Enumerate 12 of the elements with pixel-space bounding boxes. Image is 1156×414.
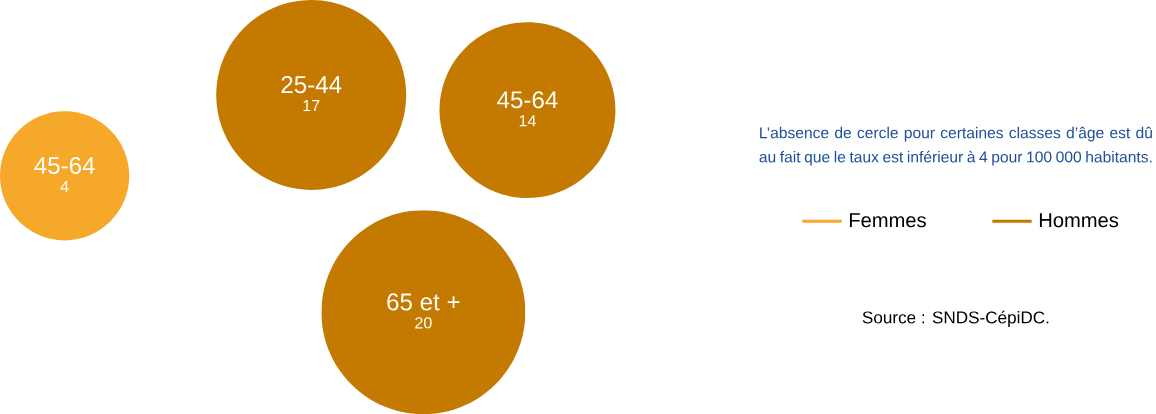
source-note: Source : SNDS-CépiDC. [862,310,1049,327]
data-label: 20 [415,317,432,329]
category-label: 45-64 [34,156,95,174]
category-label: 25-44 [281,75,342,94]
data-label: 14 [519,115,536,127]
data-label: 4 [60,180,69,192]
legend-label: Femmes [849,213,926,228]
data-label: 17 [303,99,320,112]
text: L’absence de cercle pour certaines classes d’âge est dû au fait que le taux est inférieur à 4 pour 100 000 habitants. [759,126,1152,166]
legend-label: Hommes [1039,213,1119,228]
category-label: 45-64 [497,91,558,109]
category-label: 65 et + [387,293,460,311]
